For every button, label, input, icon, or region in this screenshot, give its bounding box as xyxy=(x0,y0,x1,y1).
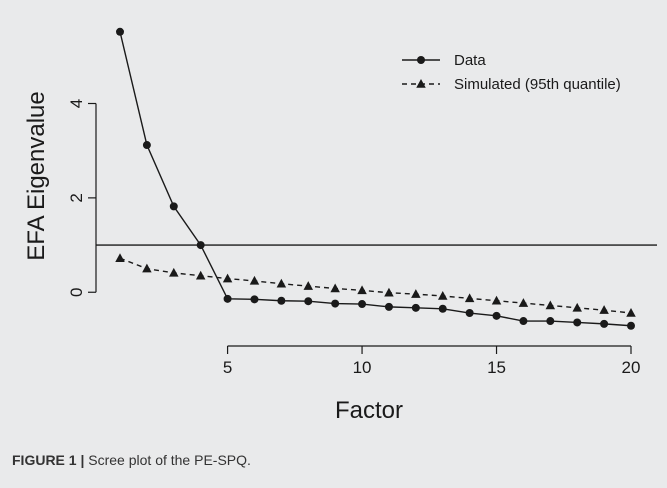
x-tick-label: 10 xyxy=(353,358,372,377)
data-point-simulated-95th-quantile xyxy=(249,275,260,285)
y-tick-label: 0 xyxy=(67,288,86,297)
data-point-simulated-95th-quantile xyxy=(330,283,340,293)
data-point-data xyxy=(196,241,205,250)
data-point-data xyxy=(169,202,178,211)
data-point-simulated-95th-quantile xyxy=(437,291,448,300)
data-point-simulated-95th-quantile xyxy=(142,263,152,273)
data-point-data xyxy=(411,303,420,312)
data-point-data xyxy=(358,300,367,309)
data-point-data xyxy=(116,27,124,36)
data-point-simulated-95th-quantile xyxy=(411,289,421,298)
figure-caption: FIGURE 1 | Scree plot of the PE-SPQ. xyxy=(12,452,251,468)
data-point-data xyxy=(223,294,232,303)
data-point-data xyxy=(465,309,474,318)
series-line-data xyxy=(119,31,632,327)
data-point-simulated-95th-quantile xyxy=(384,287,394,297)
y-tick-label: 4 xyxy=(67,99,86,108)
data-point-simulated-95th-quantile xyxy=(626,308,636,317)
y-tick-label: 2 xyxy=(67,193,86,202)
series-data xyxy=(116,27,635,330)
data-point-data xyxy=(304,297,313,306)
x-tick-label: 15 xyxy=(487,358,506,377)
scree-plot: 5 10 15 20 0 2 4 Data Simulated (95th quantile)… xyxy=(23,27,657,424)
data-point-data xyxy=(142,141,151,150)
data-point-data xyxy=(519,317,528,326)
data-point-simulated-95th-quantile xyxy=(572,302,582,312)
x-tick-label: 5 xyxy=(223,358,232,377)
data-point-simulated-95th-quantile xyxy=(357,285,367,295)
y-axis-label: EFA Eigenvalue xyxy=(23,91,50,260)
x-tick-label: 20 xyxy=(622,358,641,377)
data-point-simulated-95th-quantile xyxy=(545,300,556,310)
data-point-simulated-95th-quantile xyxy=(491,295,502,305)
data-point-simulated-95th-quantile xyxy=(599,305,609,314)
data-point-data xyxy=(250,295,259,304)
data-point-simulated-95th-quantile xyxy=(464,293,475,303)
legend-marker-data xyxy=(417,56,425,64)
data-point-simulated-95th-quantile xyxy=(115,253,125,263)
data-point-simulated-95th-quantile xyxy=(518,298,529,307)
series-group xyxy=(115,27,636,330)
data-point-simulated-95th-quantile xyxy=(195,270,206,280)
caption-text: Scree plot of the PE-SPQ. xyxy=(88,452,251,468)
data-point-data xyxy=(627,321,635,330)
data-point-data xyxy=(600,319,609,328)
data-point-data xyxy=(492,311,501,320)
data-point-data xyxy=(438,304,447,313)
axes: 5 10 15 20 0 2 4 xyxy=(67,99,640,377)
data-point-data xyxy=(546,317,555,326)
data-point-simulated-95th-quantile xyxy=(169,267,179,277)
legend-marker-simulated-95th-quantile xyxy=(416,79,426,88)
legend-label-data: Data xyxy=(454,52,486,69)
legend: Data Simulated (95th quantile) xyxy=(402,52,621,93)
series-simulated-95th-quantile xyxy=(115,253,636,317)
data-point-data xyxy=(384,302,393,311)
caption-label: FIGURE 1 | xyxy=(12,452,85,468)
data-point-data xyxy=(277,296,286,305)
data-point-data xyxy=(573,318,582,327)
legend-label-simulated-95th-quantile: Simulated (95th quantile) xyxy=(454,76,621,93)
data-point-simulated-95th-quantile xyxy=(276,278,287,288)
data-point-simulated-95th-quantile xyxy=(222,273,233,283)
data-point-simulated-95th-quantile xyxy=(303,281,314,290)
x-axis-label: Factor xyxy=(335,397,403,424)
data-point-data xyxy=(331,299,340,308)
